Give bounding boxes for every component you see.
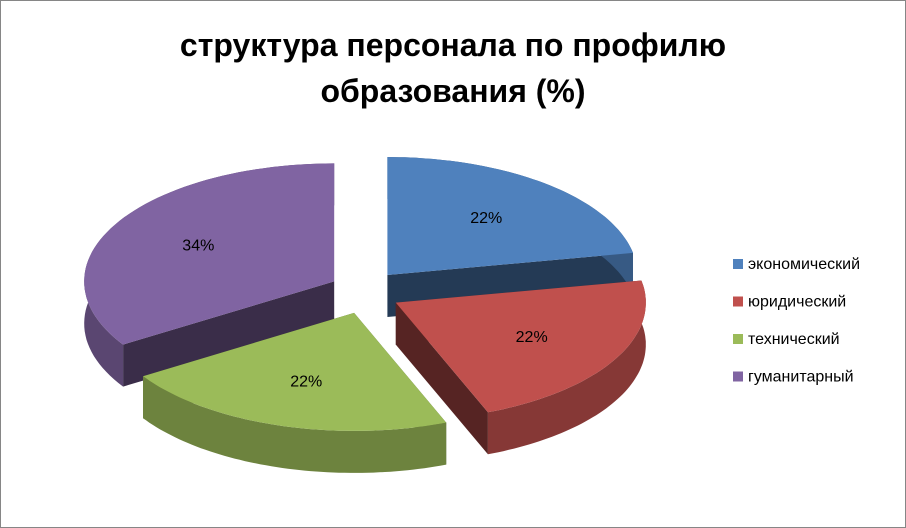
pie-slice xyxy=(395,280,646,455)
legend-label: гуманитарный xyxy=(748,369,854,386)
slice-top xyxy=(84,163,335,345)
slice-side xyxy=(395,302,488,455)
legend-swatch xyxy=(733,296,743,307)
data-label: 22% xyxy=(470,210,502,227)
legend-swatch xyxy=(733,259,743,269)
slice-top xyxy=(387,157,633,275)
slice-side xyxy=(123,281,335,387)
data-label: 22% xyxy=(516,329,548,346)
slice-top xyxy=(395,280,646,413)
data-label: 22% xyxy=(290,374,322,391)
slice-wall xyxy=(143,376,447,473)
legend-swatch xyxy=(733,334,743,344)
legend-label: экономический xyxy=(748,256,860,273)
legend-label: технический xyxy=(748,331,840,348)
data-label: 34% xyxy=(182,237,214,254)
slice-wall xyxy=(487,280,646,455)
legend-label: юридический xyxy=(748,294,846,311)
pie-slice xyxy=(84,163,335,387)
pie-slice xyxy=(143,312,447,473)
chart-title: структура персонала по профилю образован… xyxy=(179,27,727,109)
slice-top xyxy=(143,312,447,431)
legend-swatch xyxy=(733,371,743,382)
